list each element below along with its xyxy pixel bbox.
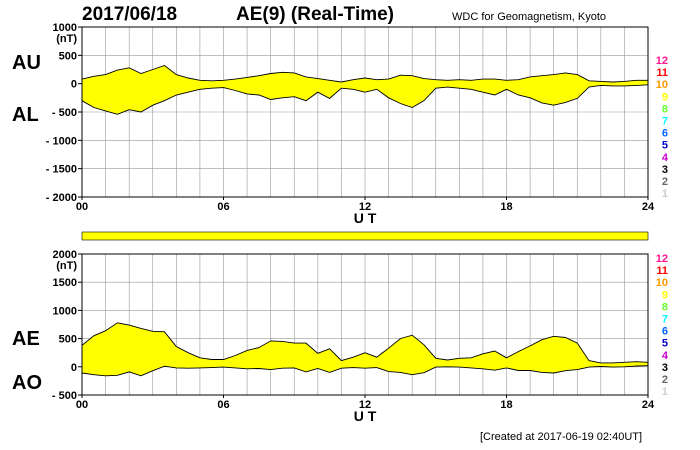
station-count-label: 6 [662,326,668,338]
data-coverage-bar [81,231,649,241]
y-tick-label: - 500 [52,107,77,119]
x-tick-label: 18 [500,399,512,411]
station-count-label: 3 [662,362,668,374]
station-count-label: 12 [656,55,668,67]
al-label: AL [12,104,39,126]
series-line-ao [81,365,649,377]
y-tick-label: 500 [59,334,77,346]
station-count-label: 1 [662,188,668,200]
y-tick-label: 1000 [53,22,77,34]
station-count-label: 9 [662,289,668,301]
au-label: AU [12,52,41,74]
chart-title-index: AE(9) (Real-Time) [236,4,395,25]
x-tick-label: 12 [359,399,371,411]
unit-label: (nT) [56,260,77,272]
station-count-label: 5 [662,338,668,350]
ae-label: AE [12,328,40,350]
station-count-label: 11 [656,67,668,79]
y-tick-label: 0 [71,79,77,91]
y-tick-label: 0 [71,362,77,374]
station-count-label: 11 [656,265,668,277]
station-count-label: 10 [656,277,668,289]
station-count-label: 1 [662,386,668,398]
series-line-ae [81,322,649,364]
station-count-label: 2 [662,374,668,386]
station-count-label: 12 [656,253,668,265]
station-count-label: 6 [662,128,668,140]
station-count-label: 3 [662,164,668,176]
y-tick-label: - 2000 [46,192,77,204]
ao-label: AO [12,372,42,394]
x-axis-label: U T [354,408,377,424]
chart-panel-1 [78,26,649,200]
chart-panel-2 [78,253,649,398]
x-tick-label: 06 [217,399,229,411]
created-timestamp: [Created at 2017-06-19 02:40UT] [480,431,643,443]
station-count-label: 10 [656,79,668,91]
x-tick-label: 24 [642,399,655,411]
source-label: WDC for Geomagnetism, Kyoto [452,11,607,23]
station-count-label: 8 [662,301,668,313]
station-count-label: 8 [662,103,668,115]
chart-title-date: 2017/06/18 [82,4,178,25]
y-tick-label: - 500 [52,390,77,402]
y-tick-label: 2000 [53,249,77,261]
series-line-au [81,64,648,83]
station-count-label: 7 [662,314,668,326]
y-tick-label: - 1000 [46,135,77,147]
y-tick-label: 1500 [53,277,77,289]
station-count-label: 7 [662,116,668,128]
x-tick-label: 18 [500,201,512,213]
envelope-fill [82,65,648,115]
x-axis-label: U T [354,210,377,226]
station-count-label: 2 [662,176,668,188]
x-tick-label: 00 [76,399,88,411]
station-count-label: 4 [662,350,669,362]
station-count-label: 9 [662,91,668,103]
x-tick-label: 12 [359,201,371,213]
x-tick-label: 24 [642,201,655,213]
station-count-label: 4 [662,152,669,164]
x-tick-label: 06 [217,201,229,213]
x-tick-label: 00 [76,201,88,213]
y-tick-label: 1000 [53,305,77,317]
series-line-al [81,84,649,115]
station-count-label: 5 [662,140,668,152]
y-tick-label: 500 [59,50,77,62]
unit-label: (nT) [56,33,77,45]
y-tick-label: - 1500 [46,164,77,176]
envelope-fill [82,322,648,376]
